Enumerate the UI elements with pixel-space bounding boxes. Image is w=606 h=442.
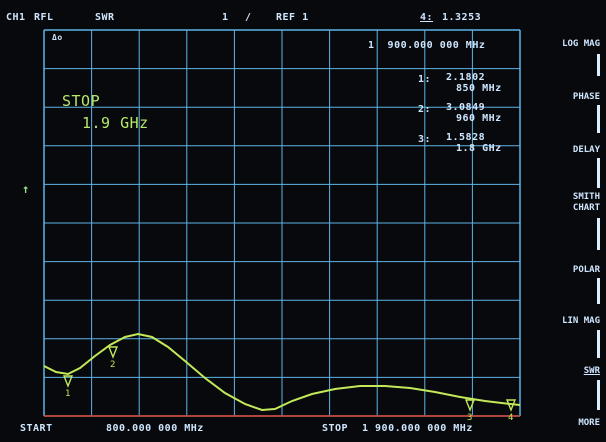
marker2-value: 3.0849 <box>446 102 486 113</box>
softkey-divider <box>597 218 600 250</box>
marker1-freq: 850 MHz <box>456 83 502 94</box>
marker4-label: 4: <box>420 12 434 23</box>
start-frequency: 800.000 000 MHz <box>106 423 204 434</box>
softkey-phase[interactable]: PHASE <box>572 92 600 102</box>
stop-label: STOP <box>322 423 349 434</box>
svg-text:3: 3 <box>467 413 472 423</box>
reference-label: REF 1 <box>276 12 309 23</box>
marker2-label: 2: <box>418 104 432 115</box>
softkey-swr[interactable]: SWR <box>583 366 600 376</box>
marker-2-icon: 2 <box>107 346 119 370</box>
softkey-polar[interactable]: POLAR <box>572 265 600 275</box>
format-label: SWR <box>95 12 115 23</box>
stop-frequency: 1 900.000 000 MHz <box>362 423 473 434</box>
channel-label: CH1 <box>6 12 26 23</box>
softkey-divider <box>597 158 600 188</box>
softkey-divider <box>597 380 600 410</box>
active-marker-frequency: 1 900.000 000 MHz <box>368 40 486 51</box>
marker3-label: 3: <box>418 134 432 145</box>
softkey-more[interactable]: MORE <box>578 418 600 428</box>
stop-title: STOP <box>62 92 101 110</box>
scale-index: 1 <box>222 12 229 23</box>
svg-text:1: 1 <box>65 389 70 399</box>
delta-symbol: Δo <box>52 33 63 42</box>
softkey-log-mag[interactable]: LOG MAG <box>562 39 600 49</box>
mode-label: RFL <box>34 12 54 23</box>
marker-4-icon: 4 <box>505 399 517 423</box>
marker1-value: 2.1802 <box>446 72 486 83</box>
start-label: START <box>20 423 53 434</box>
stop-value: 1.9 GHz <box>82 114 149 132</box>
marker-1-icon: 1 <box>62 375 74 399</box>
swr-trace <box>43 332 521 412</box>
marker2-freq: 960 MHz <box>456 113 502 124</box>
softkey-delay[interactable]: DELAY <box>572 145 600 155</box>
marker-3-icon: 3 <box>464 399 476 423</box>
marker1-label: 1: <box>418 74 432 85</box>
softkey-divider <box>597 330 600 358</box>
softkey-lin-mag[interactable]: LIN MAG <box>562 316 600 326</box>
marker3-freq: 1.8 GHz <box>456 143 502 154</box>
marker4-value: 1.3253 <box>442 12 482 23</box>
marker3-value: 1.5828 <box>446 132 486 143</box>
trace-markers: 1 2 3 4 <box>62 346 517 423</box>
reference-arrow-icon: ↑ <box>22 182 30 196</box>
svg-text:4: 4 <box>508 413 513 423</box>
softkey-smith-chart[interactable]: SMITH CHART <box>572 192 600 213</box>
softkey-divider <box>597 54 600 76</box>
scale-separator: / <box>245 12 252 23</box>
svg-text:2: 2 <box>110 360 115 370</box>
softkey-divider <box>597 105 600 133</box>
softkey-divider <box>597 278 600 304</box>
